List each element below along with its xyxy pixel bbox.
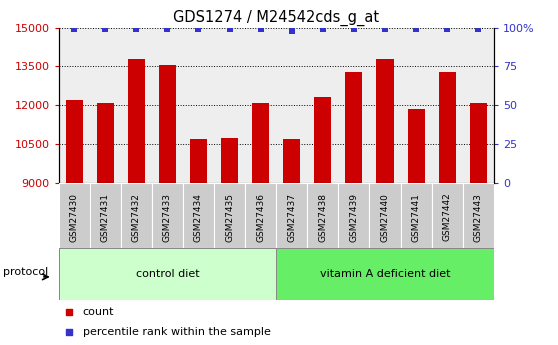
Bar <box>338 183 369 248</box>
Point <box>371 235 379 241</box>
Bar <box>338 28 369 183</box>
Text: GSM27432: GSM27432 <box>132 193 141 242</box>
Text: GSM27439: GSM27439 <box>349 193 358 242</box>
Text: vitamin A deficient diet: vitamin A deficient diet <box>320 269 450 279</box>
Bar <box>159 65 176 183</box>
Text: GSM27431: GSM27431 <box>101 193 110 242</box>
Bar <box>401 183 432 248</box>
Text: GSM27434: GSM27434 <box>194 193 203 242</box>
Point <box>442 26 451 32</box>
Bar <box>252 103 269 183</box>
Bar <box>59 248 276 300</box>
Point <box>349 26 358 32</box>
Bar <box>432 183 463 248</box>
Bar <box>401 28 432 183</box>
Point <box>474 26 483 32</box>
Text: GSM27435: GSM27435 <box>225 193 234 242</box>
Bar <box>307 28 338 183</box>
Bar <box>276 183 307 248</box>
Bar <box>183 28 214 183</box>
Bar <box>276 248 494 300</box>
Bar <box>369 28 401 183</box>
Point <box>287 28 296 33</box>
Point <box>101 26 110 32</box>
Point <box>70 26 79 32</box>
Point <box>412 26 421 32</box>
Text: GSM27436: GSM27436 <box>256 193 265 242</box>
Bar <box>463 28 494 183</box>
Text: percentile rank within the sample: percentile rank within the sample <box>83 327 271 337</box>
Point <box>225 26 234 32</box>
Bar <box>214 28 245 183</box>
Bar <box>307 183 338 248</box>
Text: GSM27442: GSM27442 <box>442 193 451 242</box>
Bar <box>432 28 463 183</box>
Bar <box>276 28 307 183</box>
Bar <box>121 28 152 183</box>
Bar <box>152 28 183 183</box>
Point <box>163 26 172 32</box>
Bar <box>152 183 183 248</box>
Bar <box>121 183 152 248</box>
Bar <box>66 100 83 183</box>
Bar <box>283 139 300 183</box>
Bar <box>407 109 425 183</box>
Text: GSM27438: GSM27438 <box>319 193 328 242</box>
Text: GSM27440: GSM27440 <box>381 193 389 242</box>
Bar <box>128 59 145 183</box>
Point <box>371 47 379 53</box>
Text: GSM27437: GSM27437 <box>287 193 296 242</box>
Point <box>381 26 389 32</box>
Bar <box>470 103 487 183</box>
Point <box>132 26 141 32</box>
Point <box>319 26 328 32</box>
Text: control diet: control diet <box>136 269 199 279</box>
Bar <box>439 71 456 183</box>
Text: protocol: protocol <box>3 267 48 277</box>
Bar <box>345 71 363 183</box>
Bar <box>369 183 401 248</box>
Bar <box>183 183 214 248</box>
Bar <box>90 183 121 248</box>
Point <box>256 26 265 32</box>
Text: GSM27433: GSM27433 <box>163 193 172 242</box>
Bar <box>214 183 245 248</box>
Text: GSM27443: GSM27443 <box>474 193 483 242</box>
Bar <box>59 28 90 183</box>
Point <box>194 26 203 32</box>
Bar <box>97 103 114 183</box>
Bar <box>463 183 494 248</box>
Bar <box>90 28 121 183</box>
Bar <box>59 183 90 248</box>
Bar <box>245 28 276 183</box>
Bar <box>245 183 276 248</box>
Text: GSM27430: GSM27430 <box>70 193 79 242</box>
Text: count: count <box>83 307 114 317</box>
Bar <box>221 138 238 183</box>
Title: GDS1274 / M24542cds_g_at: GDS1274 / M24542cds_g_at <box>173 10 379 26</box>
Bar <box>314 97 331 183</box>
Bar <box>190 139 207 183</box>
Bar <box>377 59 393 183</box>
Text: GSM27441: GSM27441 <box>412 193 421 242</box>
